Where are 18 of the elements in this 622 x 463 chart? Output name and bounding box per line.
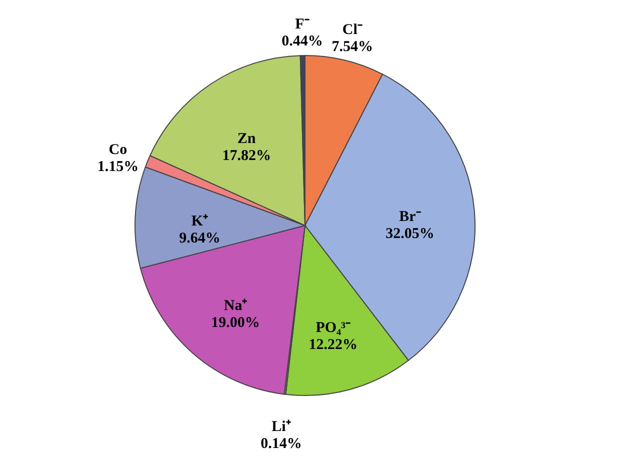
data-label: 1.15% bbox=[97, 159, 139, 176]
data-label: 12.22% bbox=[308, 337, 358, 354]
slice-label: PO₄³⁻ bbox=[316, 320, 351, 336]
slice-label: Co bbox=[108, 142, 128, 158]
slice-label: Br⁻ bbox=[399, 209, 421, 226]
slice-label: Cl⁻ bbox=[342, 22, 362, 38]
slice-label: Zn bbox=[237, 130, 256, 147]
slice-label: K⁺ bbox=[191, 213, 208, 230]
data-label: 7.54% bbox=[332, 39, 374, 56]
data-label: 9.64% bbox=[179, 230, 220, 246]
data-label: 0.44% bbox=[282, 34, 323, 50]
data-label: 17.82% bbox=[222, 148, 271, 164]
slice-label: F⁻ bbox=[295, 16, 310, 33]
data-label: 0.14% bbox=[260, 436, 302, 452]
slice-label: Li⁺ bbox=[272, 419, 291, 436]
data-label: 19.00% bbox=[211, 314, 260, 331]
data-label: 32.05% bbox=[386, 226, 434, 242]
slice-label: Na⁺ bbox=[224, 298, 248, 314]
